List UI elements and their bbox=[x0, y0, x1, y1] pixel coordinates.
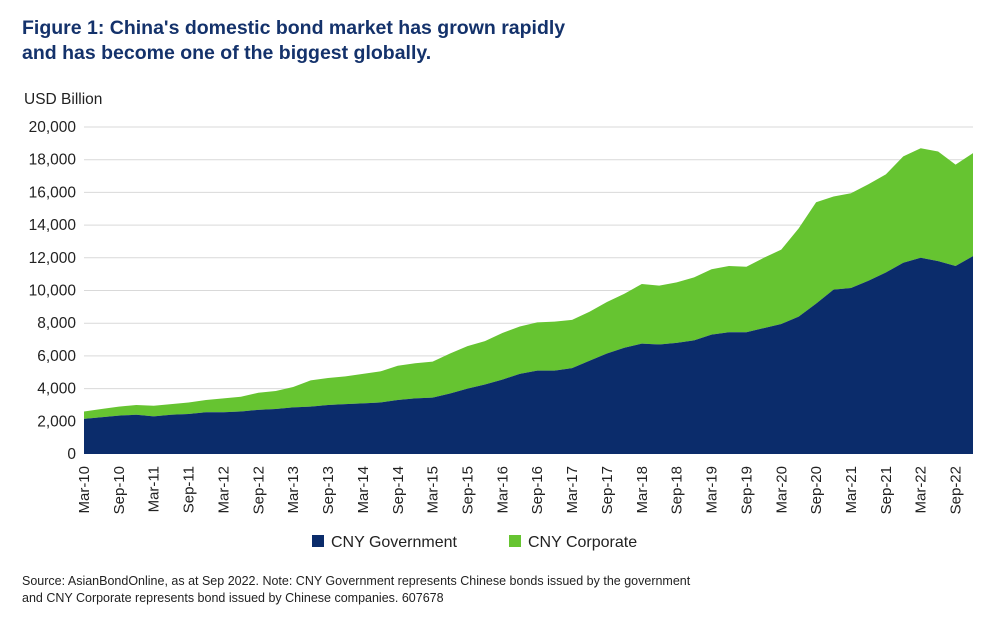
x-tick-label: Mar-22 bbox=[913, 466, 930, 514]
y-tick-label: 16,000 bbox=[29, 184, 77, 201]
x-tick-label: Mar-18 bbox=[634, 466, 651, 514]
legend-item-cny-corporate-label: CNY Corporate bbox=[528, 534, 637, 551]
x-tick-label: Sep-20 bbox=[808, 466, 825, 514]
y-tick-label: 12,000 bbox=[29, 250, 77, 267]
x-tick-label: Sep-10 bbox=[111, 466, 128, 514]
x-tick-label: Sep-22 bbox=[948, 466, 965, 514]
legend-item-cny-corporate-swatch bbox=[509, 535, 521, 547]
chart-title: Figure 1: China's domestic bond market h… bbox=[22, 16, 722, 66]
x-tick-label: Mar-21 bbox=[843, 466, 860, 514]
x-tick-label: Sep-14 bbox=[390, 466, 407, 514]
x-tick-label: Sep-17 bbox=[599, 466, 616, 514]
x-tick-label: Sep-13 bbox=[320, 466, 337, 514]
source-line-1: Source: AsianBondOnline, as at Sep 2022.… bbox=[22, 574, 691, 588]
x-tick-label: Mar-15 bbox=[425, 466, 442, 514]
legend-item-cny-government-label: CNY Government bbox=[331, 534, 458, 551]
y-tick-label: 8,000 bbox=[37, 315, 76, 332]
x-tick-label: Sep-16 bbox=[529, 466, 546, 514]
x-tick-label: Sep-21 bbox=[878, 466, 895, 514]
chart-title-line-2: and has become one of the biggest global… bbox=[22, 42, 432, 64]
x-tick-label: Mar-19 bbox=[704, 466, 721, 514]
x-tick-label: Mar-14 bbox=[355, 466, 372, 514]
y-tick-label: 18,000 bbox=[29, 152, 77, 169]
y-tick-label: 10,000 bbox=[29, 283, 77, 300]
series-area-cny-government bbox=[84, 256, 973, 454]
y-tick-label: 4,000 bbox=[37, 381, 76, 398]
x-tick-label: Sep-18 bbox=[669, 466, 686, 514]
y-tick-label: 6,000 bbox=[37, 348, 76, 365]
x-tick-label: Mar-13 bbox=[285, 466, 302, 514]
x-tick-label: Mar-11 bbox=[146, 466, 163, 512]
x-tick-label: Mar-10 bbox=[76, 466, 93, 514]
x-tick-label: Sep-19 bbox=[738, 466, 755, 514]
y-tick-label: 2,000 bbox=[37, 413, 76, 430]
x-tick-label: Sep-11 bbox=[181, 466, 198, 513]
x-tick-label: Sep-15 bbox=[459, 466, 476, 514]
legend-item-cny-government-swatch bbox=[312, 535, 324, 547]
x-tick-label: Mar-20 bbox=[773, 466, 790, 514]
series-area-cny-corporate bbox=[84, 148, 973, 419]
x-tick-label: Mar-17 bbox=[564, 466, 581, 514]
chart-title-line-1: Figure 1: China's domestic bond market h… bbox=[22, 17, 566, 39]
y-axis-label: USD Billion bbox=[24, 91, 102, 108]
source-note: Source: AsianBondOnline, as at Sep 2022.… bbox=[22, 573, 982, 607]
x-tick-label: Mar-12 bbox=[215, 466, 232, 514]
y-tick-label: 20,000 bbox=[29, 119, 77, 136]
y-tick-label: 14,000 bbox=[29, 217, 77, 234]
source-line-2: and CNY Corporate represents bond issued… bbox=[22, 591, 444, 605]
x-tick-label: Sep-12 bbox=[250, 466, 267, 514]
y-tick-label: 0 bbox=[67, 446, 76, 463]
x-tick-label: Mar-16 bbox=[494, 466, 511, 514]
